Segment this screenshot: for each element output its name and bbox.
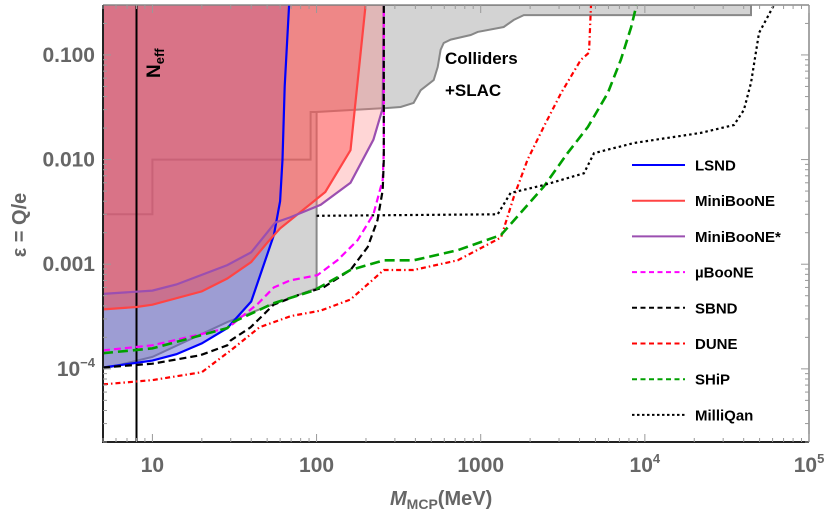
colliders-slac-step-boundary	[103, 111, 317, 216]
legend: LSND MiniBooNE MiniBooNE* µBooNE SBND DUNE SHi…	[632, 158, 781, 424]
line-dune	[103, 5, 593, 386]
fill-miniboone	[103, 5, 384, 294]
legend-label: MiniBooNE	[695, 193, 775, 210]
fill-lsnd	[103, 5, 290, 368]
legend-label: LSND	[695, 158, 736, 175]
legend-item: µBooNE	[632, 265, 754, 282]
x-tick-label: 10	[141, 454, 164, 477]
y-tick-label: 0.010	[42, 149, 95, 172]
legend-item: DUNE	[632, 336, 738, 353]
line-sbnd	[103, 5, 385, 369]
ticks: 10 100 1000 104 105 0.100 0.010 0.001 10−4	[42, 5, 824, 477]
line-miniboone	[103, 5, 385, 295]
series-fills	[103, 5, 384, 368]
legend-label: MiniBooNE*	[695, 229, 781, 246]
legend-item: SHiP	[632, 372, 730, 389]
legend-item: MiniBooNE	[632, 193, 775, 210]
legend-label: DUNE	[695, 336, 738, 353]
line-ship	[103, 5, 638, 355]
y-tick-label: 0.100	[42, 44, 95, 67]
x-tick-label: 105	[794, 451, 825, 477]
x-tick-label: 104	[630, 451, 661, 477]
fill-miniboone	[103, 5, 366, 310]
x-tick-label: 100	[299, 454, 334, 477]
x-tick-label: 1000	[457, 454, 504, 477]
y-axis-label: ε = Q/e	[9, 193, 31, 258]
legend-label: SHiP	[695, 372, 730, 389]
neff-label: Neff	[144, 48, 167, 78]
slac-label: +SLAC	[445, 81, 501, 100]
legend-item: MilliQan	[632, 407, 753, 424]
legend-item: SBND	[632, 300, 738, 317]
x-axis-label: MMCP(MeV)	[390, 488, 492, 512]
line-lsnd	[103, 5, 291, 369]
legend-item: MiniBooNE*	[632, 229, 781, 246]
y-tick-label: 10−4	[57, 355, 96, 381]
legend-label: MilliQan	[695, 407, 753, 424]
y-tick-label: 0.001	[42, 253, 95, 276]
annotations: Neff Colliders +SLAC	[144, 48, 518, 100]
legend-item: LSND	[632, 158, 736, 175]
legend-label: SBND	[695, 300, 738, 317]
line-miniboone	[103, 5, 367, 311]
colliders-label: Colliders	[445, 49, 518, 68]
legend-label: µBooNE	[695, 265, 754, 282]
series-lines	[103, 5, 775, 442]
